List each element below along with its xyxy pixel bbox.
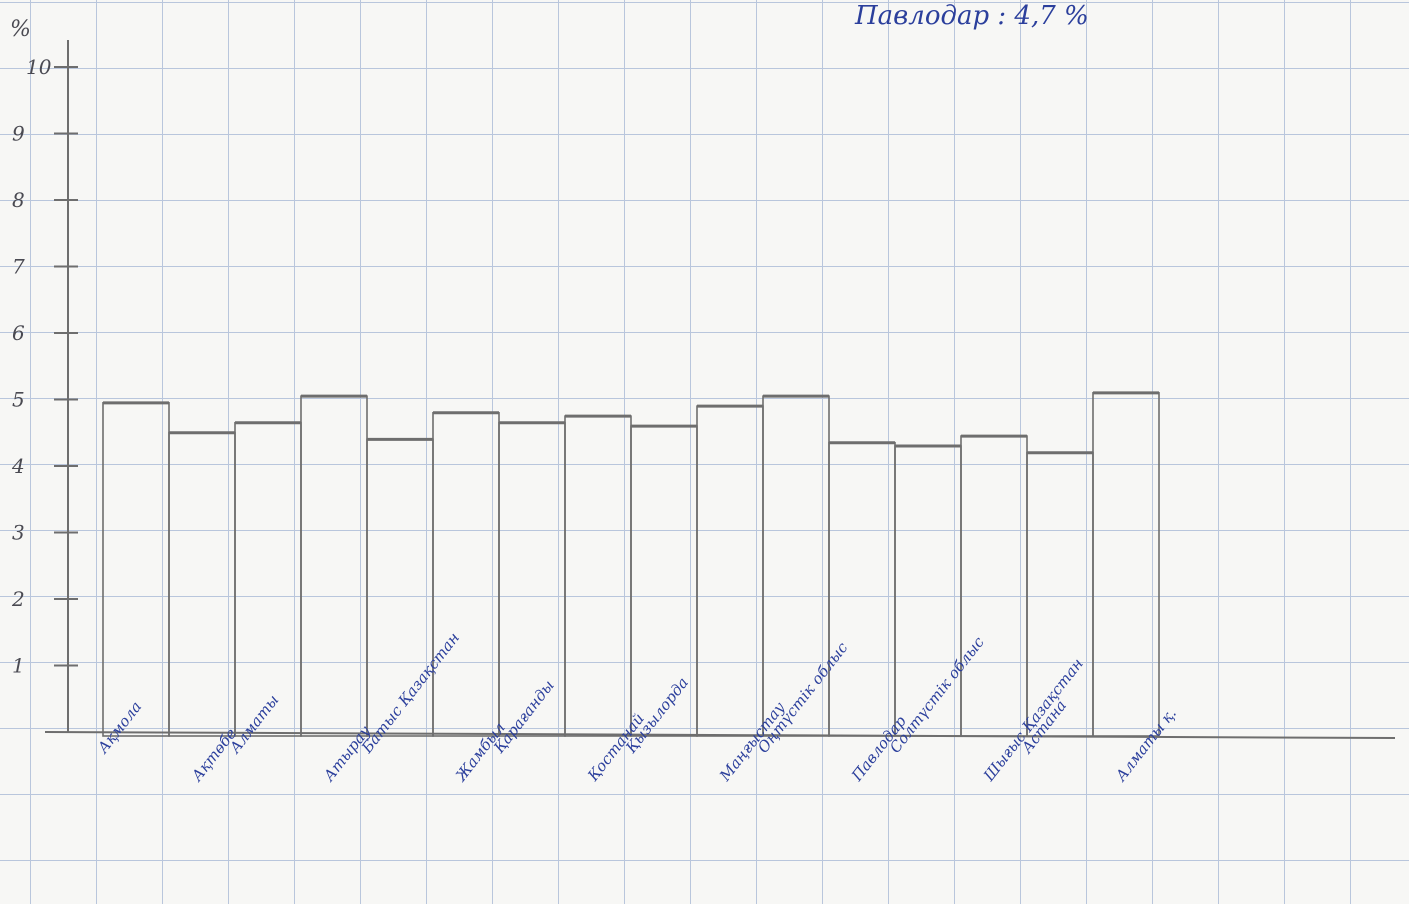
bar <box>960 435 1028 737</box>
bar <box>102 402 170 737</box>
y-tick-label: 5 <box>12 388 25 412</box>
chart-title: Павлодар : 4,7 % <box>854 1 1089 31</box>
bar <box>300 395 368 737</box>
y-tick-label: 7 <box>12 255 25 279</box>
bars-group <box>102 391 1160 737</box>
x-category-label: Солтүстік облыс <box>886 633 988 757</box>
x-category-label: Батыс Қазақстан <box>357 629 463 757</box>
y-axis-unit-label: % <box>10 17 31 42</box>
x-category-label: Алматы қ. <box>1111 705 1180 786</box>
y-tick-label: 9 <box>12 122 25 146</box>
y-tick-label: 6 <box>12 321 25 345</box>
x-category-label: Алматы <box>225 691 282 757</box>
x-category-label: Қарағанды <box>490 677 558 757</box>
y-tick-label: 10 <box>26 55 52 79</box>
bar <box>564 415 632 737</box>
bar <box>234 421 302 737</box>
x-category-label: Шығыс Қазақстан <box>979 655 1086 785</box>
y-tick-label: 8 <box>12 188 25 212</box>
x-category-label: Оңтүстік облыс <box>754 638 852 756</box>
bar <box>432 411 500 737</box>
y-tick-label: 2 <box>11 587 25 611</box>
y-tick-label: 1 <box>12 654 25 678</box>
x-category-label: Ақмола <box>93 698 145 757</box>
y-tick-label: 3 <box>12 521 25 545</box>
bar <box>696 405 764 737</box>
x-axis-line <box>44 731 1396 739</box>
bar <box>1092 392 1160 737</box>
bar <box>828 441 896 737</box>
x-category-label: Атырау <box>319 722 374 785</box>
y-axis-ticks: 1 2 3 4 5 6 7 8 9 10 <box>11 55 78 678</box>
y-tick-label: 4 <box>11 454 25 478</box>
bar <box>168 431 236 737</box>
